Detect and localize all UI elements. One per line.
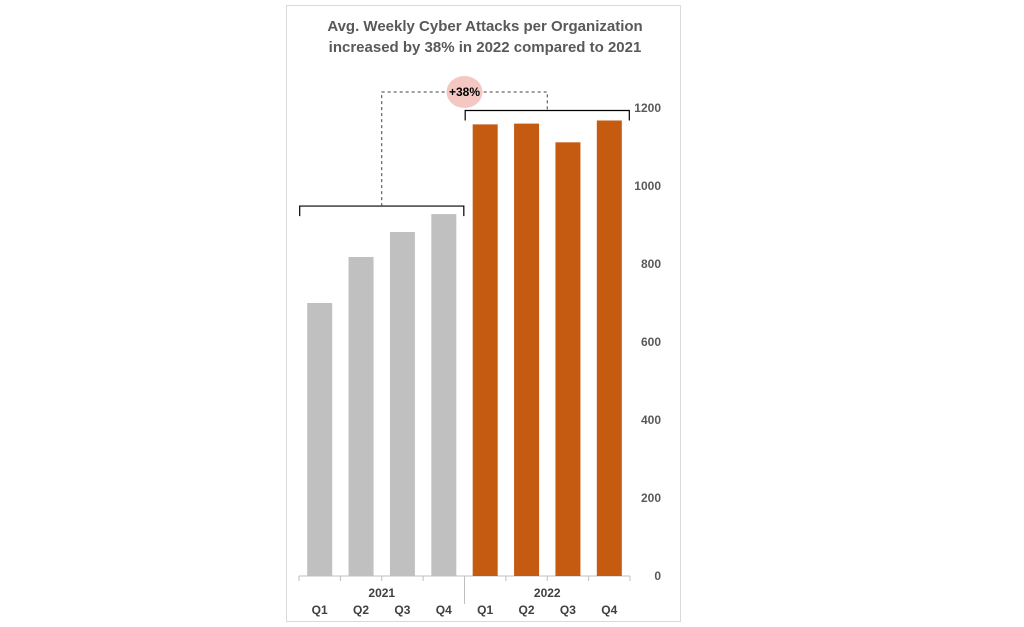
category-label: Q1 xyxy=(312,603,328,617)
y-tick-label: 1200 xyxy=(634,101,661,115)
category-label: Q4 xyxy=(436,603,452,617)
dashed-connector xyxy=(381,91,548,207)
bracket-2022 xyxy=(464,109,630,121)
bar-2021-q3 xyxy=(389,232,415,576)
bar-2022-q3 xyxy=(555,142,581,576)
category-label: Q2 xyxy=(353,603,369,617)
bar-2022-q2 xyxy=(514,123,540,576)
chart-title-line-1: Avg. Weekly Cyber Attacks per Organizati… xyxy=(327,18,642,35)
bar-chart: Avg. Weekly Cyber Attacks per Organizati… xyxy=(298,18,661,617)
category-label: Q3 xyxy=(394,603,410,617)
group-label-2021: 2021 xyxy=(368,586,395,600)
y-tick-label: 0 xyxy=(654,569,661,583)
bar-2022-q4 xyxy=(596,120,622,576)
chart-title-line-2: increased by 38% in 2022 compared to 202… xyxy=(329,39,642,56)
category-label: Q1 xyxy=(477,603,493,617)
bar-2021-q2 xyxy=(348,256,374,576)
bar-2021-q1 xyxy=(307,303,333,576)
y-tick-label: 200 xyxy=(641,491,661,505)
group-label-2022: 2022 xyxy=(534,586,561,600)
change-badge-label: +38% xyxy=(449,85,480,99)
change-badge xyxy=(446,76,483,108)
category-label: Q2 xyxy=(519,603,535,617)
y-tick-label: 600 xyxy=(641,335,661,349)
category-label: Q4 xyxy=(601,603,617,617)
chart-frame: Avg. Weekly Cyber Attacks per Organizati… xyxy=(286,5,681,622)
bar-2022-q1 xyxy=(472,124,498,576)
plot-area: 0 200 400 600 800 1000 1200 2021 2022 Q1 Q2 Q3 Q4 Q1 Q… xyxy=(298,76,661,617)
y-tick-label: 1000 xyxy=(634,179,661,193)
y-tick-label: 800 xyxy=(641,257,661,271)
category-label: Q3 xyxy=(560,603,576,617)
bar-2021-q4 xyxy=(431,214,457,576)
y-tick-label: 400 xyxy=(641,413,661,427)
